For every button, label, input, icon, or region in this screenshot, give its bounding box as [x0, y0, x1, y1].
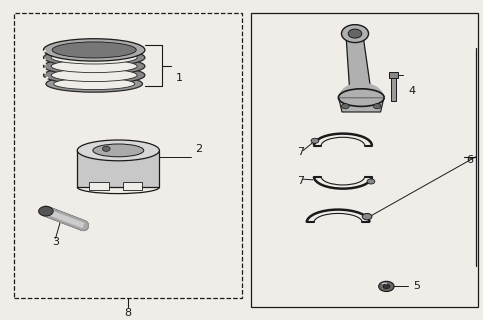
- Ellipse shape: [43, 39, 145, 61]
- Text: 5: 5: [413, 281, 420, 292]
- Circle shape: [348, 29, 362, 38]
- Circle shape: [341, 25, 369, 43]
- Ellipse shape: [43, 49, 145, 67]
- Ellipse shape: [51, 60, 137, 73]
- Circle shape: [373, 104, 381, 109]
- Bar: [14, 13, 242, 298]
- Text: 6: 6: [466, 155, 473, 165]
- Ellipse shape: [43, 66, 145, 84]
- Text: 2: 2: [196, 144, 203, 154]
- Ellipse shape: [52, 42, 136, 58]
- Circle shape: [367, 179, 375, 184]
- Circle shape: [311, 138, 319, 143]
- Text: 7: 7: [297, 147, 304, 157]
- Bar: [389, 72, 398, 78]
- Polygon shape: [339, 98, 384, 112]
- Circle shape: [341, 104, 349, 109]
- Circle shape: [102, 146, 110, 151]
- Circle shape: [383, 284, 390, 289]
- Ellipse shape: [77, 140, 159, 161]
- Bar: [77, 150, 159, 187]
- Bar: [123, 182, 142, 190]
- Ellipse shape: [43, 57, 145, 75]
- Wedge shape: [339, 83, 384, 98]
- Ellipse shape: [54, 78, 135, 90]
- Circle shape: [362, 213, 372, 220]
- Circle shape: [39, 206, 53, 216]
- Bar: [89, 182, 109, 190]
- Text: 4: 4: [408, 86, 415, 96]
- Polygon shape: [346, 40, 372, 98]
- Circle shape: [379, 281, 394, 292]
- Text: 3: 3: [52, 236, 59, 247]
- Ellipse shape: [93, 144, 144, 157]
- Text: 7: 7: [297, 176, 304, 186]
- Ellipse shape: [51, 69, 137, 82]
- Bar: [391, 78, 396, 101]
- Bar: [251, 13, 478, 307]
- Ellipse shape: [51, 51, 137, 64]
- Text: 8: 8: [125, 308, 131, 318]
- Text: 1: 1: [176, 73, 183, 84]
- Ellipse shape: [46, 76, 142, 92]
